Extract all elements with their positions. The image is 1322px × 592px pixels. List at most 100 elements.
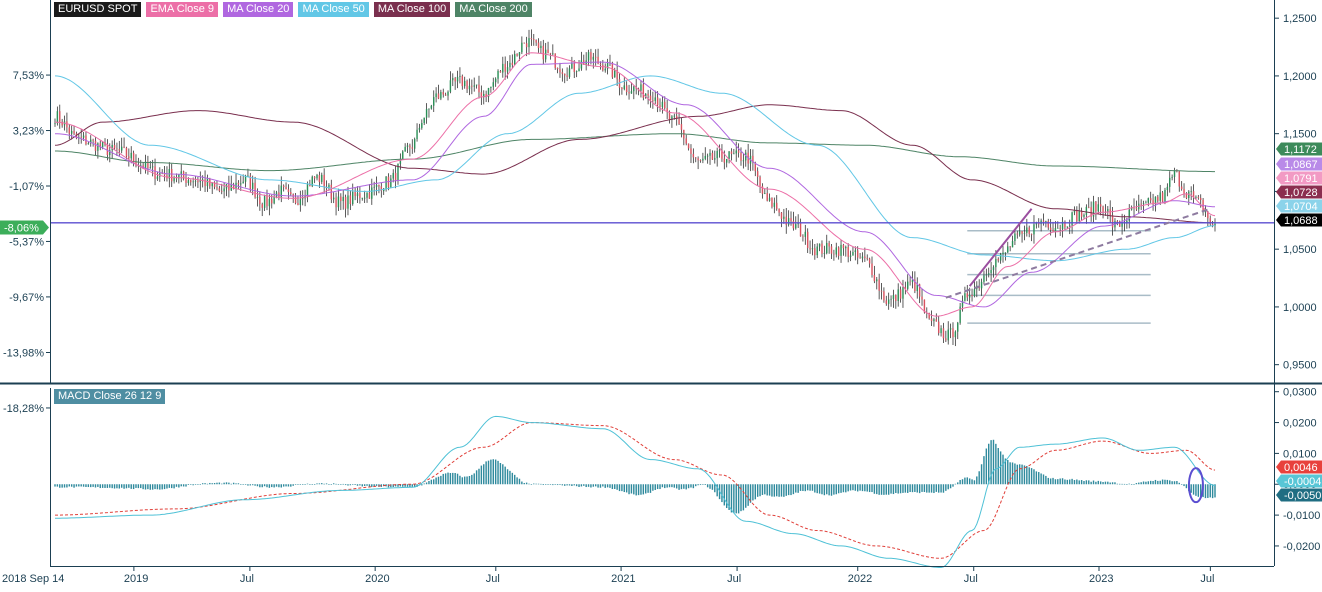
candle-body — [1209, 218, 1211, 224]
macd-histogram-bar — [1057, 479, 1059, 485]
macd-histogram-bar — [1152, 480, 1154, 485]
macd-histogram-bar — [723, 484, 726, 506]
macd-histogram-bar — [140, 484, 142, 489]
candle-body — [995, 258, 997, 268]
legend-item[interactable]: MA Close 200 — [455, 2, 532, 17]
candle-body — [156, 176, 159, 179]
macd-histogram-bar — [594, 484, 597, 487]
macd-histogram-bar — [652, 484, 654, 491]
candle-body — [535, 40, 537, 43]
legend-item[interactable]: EMA Close 9 — [146, 2, 219, 17]
candle-body — [628, 92, 630, 94]
candle-body — [1183, 189, 1185, 194]
candle-body — [766, 193, 768, 201]
candle-body — [709, 152, 711, 156]
macd-histogram-bar — [661, 484, 664, 488]
candle-body — [1197, 196, 1200, 198]
candle-body — [1111, 215, 1114, 228]
candle-body — [180, 171, 182, 175]
legend-item[interactable]: EURUSD SPOT — [54, 2, 142, 17]
macd-histogram-bar — [697, 484, 699, 486]
candle-body — [359, 193, 361, 198]
candle-body — [163, 173, 166, 176]
macd-histogram-bar — [795, 484, 797, 493]
macd-histogram-bar — [847, 484, 849, 492]
macd-histogram-bar — [201, 483, 204, 485]
macd-histogram-bar — [375, 484, 378, 486]
macd-histogram-bar — [790, 484, 792, 496]
candle-body — [1128, 209, 1130, 221]
candle-body — [504, 63, 506, 72]
candle-body — [428, 108, 430, 110]
candle-body — [845, 246, 847, 249]
macd-histogram-bar — [687, 484, 690, 489]
macd-histogram-bar — [211, 483, 213, 485]
macd-histogram-bar — [711, 484, 714, 490]
candle-body — [1085, 206, 1088, 215]
drawings — [50, 207, 1274, 299]
candle-body — [597, 56, 599, 64]
macd-histogram-bar — [506, 469, 509, 485]
macd-histogram-bar — [137, 484, 140, 489]
macd-histogram-bar — [1016, 464, 1019, 485]
macd-histogram-bar — [642, 484, 645, 495]
macd-histogram-bar — [1004, 458, 1007, 485]
macd-histogram-bar — [113, 484, 116, 489]
macd-histogram-bar — [1099, 481, 1102, 485]
macd-histogram-bar — [154, 484, 156, 490]
macd-histogram-bar — [1195, 484, 1197, 496]
candle-body — [937, 321, 940, 334]
candle-body — [1095, 201, 1097, 212]
macd-histogram-bar — [878, 484, 880, 495]
macd-pane — [54, 415, 1216, 568]
macd-histogram-bar — [1135, 483, 1138, 485]
legend-item[interactable]: MA Close 20 — [223, 2, 294, 17]
macd-histogram-bar — [725, 484, 728, 509]
macd-histogram-bar — [761, 484, 764, 495]
candle-body — [268, 198, 271, 207]
macd-histogram-bar — [149, 484, 151, 490]
macd-histogram-bar — [120, 484, 123, 488]
candle-body — [144, 161, 147, 169]
candle-body — [849, 255, 852, 257]
price-tag — [1276, 142, 1322, 156]
candle-body — [537, 42, 540, 49]
candle-body — [1007, 246, 1009, 253]
candle-body — [578, 68, 580, 72]
candle-body — [1204, 211, 1207, 213]
macd-histogram-bar — [571, 484, 573, 486]
macd-histogram-bar — [952, 484, 954, 487]
macd-histogram-bar — [961, 479, 964, 485]
candle-body — [373, 186, 375, 188]
candle-body — [228, 184, 230, 191]
candle-body — [70, 130, 73, 134]
candle-body — [1076, 210, 1078, 222]
macd-histogram-bar — [1007, 460, 1009, 485]
legend-item[interactable]: MA Close 100 — [373, 2, 451, 17]
macd-histogram-bar — [423, 483, 425, 485]
macd-histogram-bar — [1176, 481, 1178, 485]
macd-histogram-bar — [147, 484, 149, 490]
candle-body — [623, 85, 625, 90]
macd-histogram-bar — [456, 473, 459, 485]
candle-body — [525, 43, 528, 48]
macd-histogram-bar — [973, 480, 976, 485]
candle-body — [1009, 246, 1011, 248]
candle-body — [940, 328, 942, 334]
legend-item[interactable]: MA Close 50 — [298, 2, 369, 17]
dashed-trendline — [945, 207, 1211, 299]
candle-body — [349, 195, 352, 205]
macd-histogram-bar — [271, 484, 273, 488]
candle-body — [232, 184, 235, 190]
price-tick-label: 1,1500 — [1283, 129, 1317, 141]
macd-histogram-bar — [792, 484, 795, 495]
macd-histogram-bar — [730, 484, 733, 513]
candle-body — [966, 293, 968, 298]
candle-body — [959, 306, 961, 323]
macd-histogram-bar — [128, 484, 130, 488]
macd-histogram-bar — [292, 484, 294, 486]
candle-body — [1071, 212, 1073, 226]
candle-body — [723, 158, 726, 163]
macd-histogram-bar — [349, 484, 352, 486]
